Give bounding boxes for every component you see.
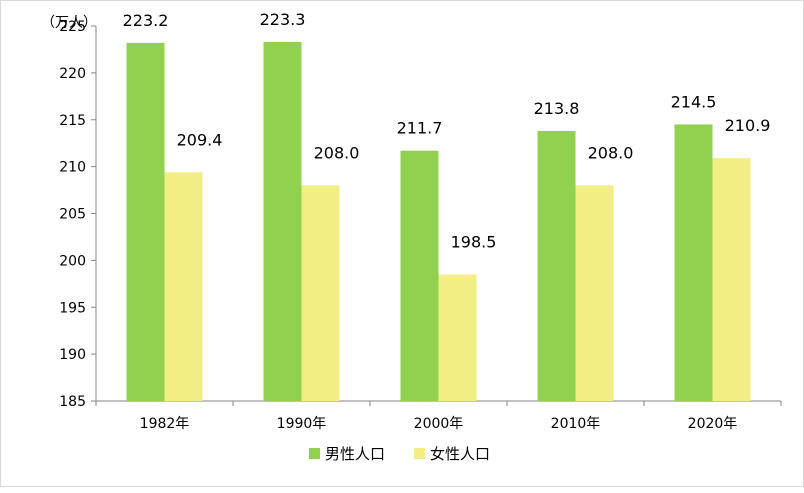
y-tick-label: 195 [59,300,86,316]
bar-female [575,185,614,401]
bar-male [537,131,576,401]
bar-male [263,41,302,401]
x-category-label: 1990年 [277,416,327,432]
data-label: 223.2 [123,11,169,30]
bar-male [674,124,713,401]
y-axis-unit-label: （万人） [41,15,97,31]
legend: 男性人口 女性人口 [309,445,490,463]
x-category-label: 1982年 [140,416,190,432]
x-category-label: 2020年 [688,416,738,432]
x-category-label: 2010年 [551,416,601,432]
axes: 185 190 195 200 205 210 215 220 225 1982年 1990年 200… [59,19,782,432]
y-tick-label: 220 [59,66,86,82]
bar-male [400,150,439,401]
bar-male [126,42,165,401]
bar-female [301,185,340,401]
bar-female [438,274,477,401]
data-label: 214.5 [671,92,717,111]
legend-swatch [309,448,320,459]
y-tick-label: 205 [59,207,86,223]
legend-label: 男性人口 [325,445,385,463]
bar-female [164,172,203,401]
legend-label: 女性人口 [430,445,490,463]
y-tick-label: 200 [59,253,86,269]
y-tick-label: 185 [59,394,86,410]
y-tick-label: 210 [59,160,86,176]
data-label: 213.8 [534,99,580,118]
x-category-label: 2000年 [414,416,464,432]
data-labels: 223.2 209.4 223.3 208.0 211.7 198.5 213.8 208.0… [123,10,771,252]
bar-female [712,158,751,401]
data-label: 208.0 [314,143,360,162]
data-label: 198.5 [451,232,497,251]
y-tick-label: 225 [59,19,86,35]
y-tick-label: 215 [59,113,86,129]
data-label: 211.7 [397,119,443,138]
bars [126,41,751,401]
data-label: 209.4 [177,130,223,149]
data-label: 208.0 [588,143,634,162]
legend-swatch [414,448,425,459]
data-label: 223.3 [260,10,306,29]
y-tick-label: 190 [59,347,86,363]
data-label: 210.9 [725,116,771,135]
